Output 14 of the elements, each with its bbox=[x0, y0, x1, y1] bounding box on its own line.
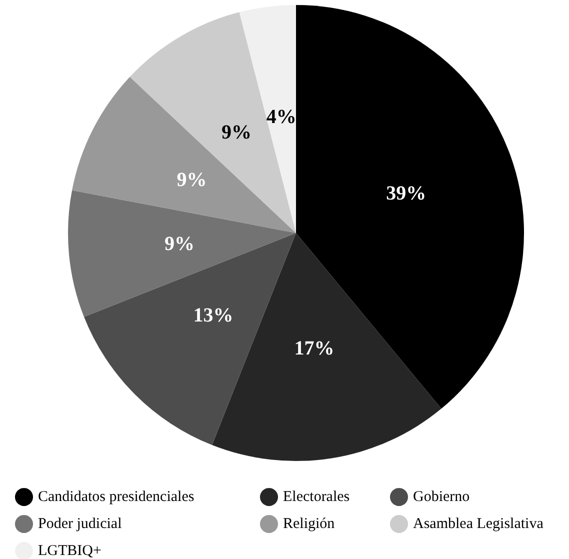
data-label: 17% bbox=[294, 338, 334, 360]
data-label: 4% bbox=[266, 106, 296, 128]
data-label: 9% bbox=[176, 168, 207, 191]
legend-label: Gobierno bbox=[413, 489, 470, 505]
legend-label: Candidatos presidenciales bbox=[38, 489, 194, 505]
legend-label: Religión bbox=[283, 516, 336, 532]
legend-label: LGTBIQ+ bbox=[38, 543, 102, 559]
legend-label: Asamblea Legislativa bbox=[413, 516, 544, 532]
legend-label: Poder judicial bbox=[38, 516, 122, 532]
legend-label: Electorales bbox=[283, 489, 350, 505]
data-label: 39% bbox=[386, 182, 426, 204]
data-label: 9% bbox=[221, 121, 252, 144]
data-label: 13% bbox=[193, 304, 234, 327]
data-label: 9% bbox=[164, 233, 195, 256]
